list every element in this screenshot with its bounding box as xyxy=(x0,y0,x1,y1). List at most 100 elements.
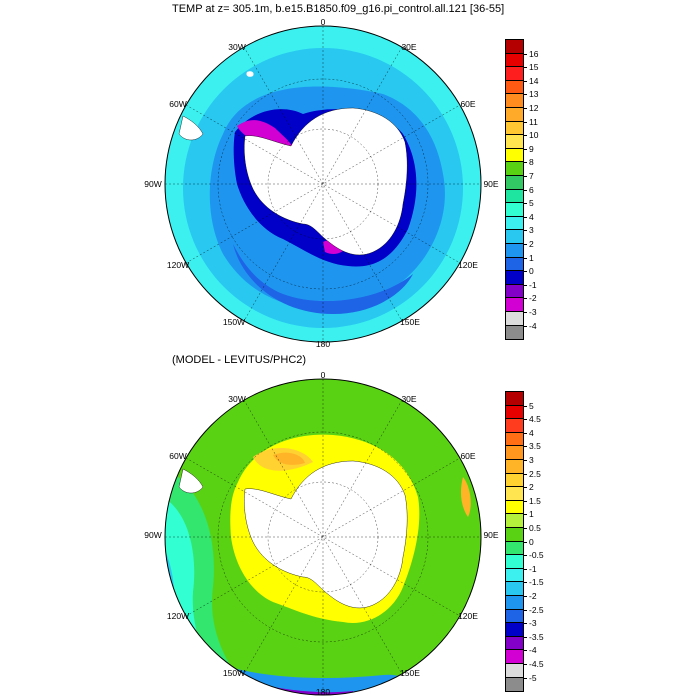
colorbar-tick xyxy=(523,312,527,313)
colorbar-tick xyxy=(523,216,527,218)
colorbar-swatch xyxy=(505,39,524,55)
colorbar-swatch xyxy=(505,649,524,665)
colorbar-tick xyxy=(523,80,527,82)
panel1-label-30e: 30E xyxy=(401,42,417,52)
colorbar-swatch xyxy=(505,270,524,286)
antarctica-land-2 xyxy=(244,460,408,609)
colorbar-tick xyxy=(523,230,527,232)
panel1-polar-map xyxy=(164,25,482,343)
colorbar-label: 14 xyxy=(529,75,539,86)
colorbar-label: -1 xyxy=(529,563,537,574)
colorbar-swatch xyxy=(505,283,524,300)
colorbar-label: -1 xyxy=(529,279,537,290)
panel2-label-30e: 30E xyxy=(401,394,417,404)
colorbar-tick xyxy=(523,162,527,164)
colorbar-tick xyxy=(523,94,527,96)
colorbar-swatch xyxy=(505,418,524,434)
colorbar-swatch xyxy=(505,513,524,529)
colorbar-swatch xyxy=(505,527,524,543)
colorbar-label: -3 xyxy=(529,307,537,317)
colorbar-label: 2 xyxy=(529,482,534,493)
panel2-label-90e: 90E xyxy=(483,530,499,540)
antarctica-land xyxy=(244,107,408,256)
colorbar-label: 1 xyxy=(529,509,534,520)
panel1-label-90w: 90W xyxy=(144,179,162,189)
colorbar-swatch xyxy=(505,676,524,693)
colorbar-tick xyxy=(523,419,527,421)
colorbar-label: 2.5 xyxy=(529,468,541,479)
colorbar-swatch xyxy=(505,229,524,245)
colorbar-swatch xyxy=(505,567,524,584)
colorbar-label: 9 xyxy=(529,143,534,154)
colorbar-label: -4 xyxy=(529,320,537,331)
colorbar-label: 4 xyxy=(529,427,534,438)
colorbar-label: 8 xyxy=(529,157,534,168)
panel2-label-60e: 60E xyxy=(460,451,476,461)
colorbar-swatch xyxy=(505,243,524,259)
panel2-colorbar: 5 4.5 4 3.5 3 2.5 2 1.5 1 0.5 0 -0.5 -1 -1.5 -2 -2.5 -3 -… xyxy=(505,391,566,693)
colorbar-tick xyxy=(523,203,527,205)
colorbar-tick xyxy=(523,650,527,652)
colorbar-swatch xyxy=(505,324,524,341)
panel1-label-120e: 120E xyxy=(458,260,478,270)
panel1-title: TEMP at z= 305.1m, b.e15.B1850.f09_g16.p… xyxy=(172,3,505,15)
colorbar-swatch xyxy=(505,404,524,421)
colorbar-tick xyxy=(523,460,527,461)
colorbar-swatch xyxy=(505,391,524,407)
colorbar-tick xyxy=(523,514,527,516)
colorbar-label: -5 xyxy=(529,672,537,683)
colorbar-swatch xyxy=(505,297,524,313)
colorbar-swatch xyxy=(505,161,524,177)
panel2-label-30w: 30W xyxy=(228,394,246,404)
colorbar-label: -3.5 xyxy=(529,631,544,642)
colorbar-swatch xyxy=(505,188,524,205)
panel2-polar-map xyxy=(164,378,482,696)
colorbar-tick xyxy=(523,487,527,489)
colorbar-swatch xyxy=(505,107,524,123)
colorbar-swatch xyxy=(505,175,524,191)
colorbar-label: 12 xyxy=(529,103,539,113)
colorbar-label: 4.5 xyxy=(529,414,541,425)
colorbar-tick xyxy=(523,664,527,665)
colorbar-tick xyxy=(523,636,527,638)
panel2-label-90w: 90W xyxy=(144,530,162,540)
colorbar-swatch xyxy=(505,66,524,82)
colorbar-swatch xyxy=(505,445,524,461)
panel2-title: (MODEL - LEVITUS/PHC2) xyxy=(172,354,307,366)
south-america-land-2 xyxy=(178,468,204,494)
weddell-cold-water xyxy=(237,120,293,149)
panel2-label-150w: 150W xyxy=(222,668,246,678)
colorbar-swatch xyxy=(505,459,524,475)
colorbar-label: 1 xyxy=(529,252,534,263)
colorbar-tick xyxy=(523,108,527,109)
colorbar-label: 13 xyxy=(529,89,539,100)
colorbar-tick xyxy=(523,500,527,502)
panel1-label-180: 180 xyxy=(315,339,331,349)
colorbar-tick xyxy=(523,405,527,407)
colorbar-label: 3.5 xyxy=(529,441,541,452)
colorbar-label: -2 xyxy=(529,591,537,601)
south-america-land xyxy=(178,115,204,141)
colorbar-label: -2 xyxy=(529,293,537,304)
panel1-label-150w: 150W xyxy=(222,317,246,327)
colorbar-swatch xyxy=(505,120,524,137)
colorbar-label: 3 xyxy=(529,455,534,465)
colorbar-label: 4 xyxy=(529,211,534,222)
colorbar-swatch xyxy=(505,215,524,232)
colorbar-label: -3 xyxy=(529,618,537,629)
colorbar-tick xyxy=(523,541,527,543)
colorbar-swatch xyxy=(505,134,524,150)
colorbar-label: 2 xyxy=(529,239,534,249)
colorbar-tick xyxy=(523,528,527,529)
panel2-label-120e: 120E xyxy=(458,611,478,621)
colorbar-label: 1.5 xyxy=(529,495,541,506)
panel1-label-30w: 30W xyxy=(228,42,246,52)
colorbar-tick xyxy=(523,189,527,191)
panel1-label-90e: 90E xyxy=(483,179,499,189)
colorbar-tick xyxy=(523,473,527,475)
colorbar-swatch xyxy=(505,486,524,502)
colorbar-swatch xyxy=(505,472,524,489)
colorbar-swatch xyxy=(505,595,524,611)
colorbar-swatch xyxy=(505,622,524,638)
colorbar-label: 11 xyxy=(529,116,538,127)
